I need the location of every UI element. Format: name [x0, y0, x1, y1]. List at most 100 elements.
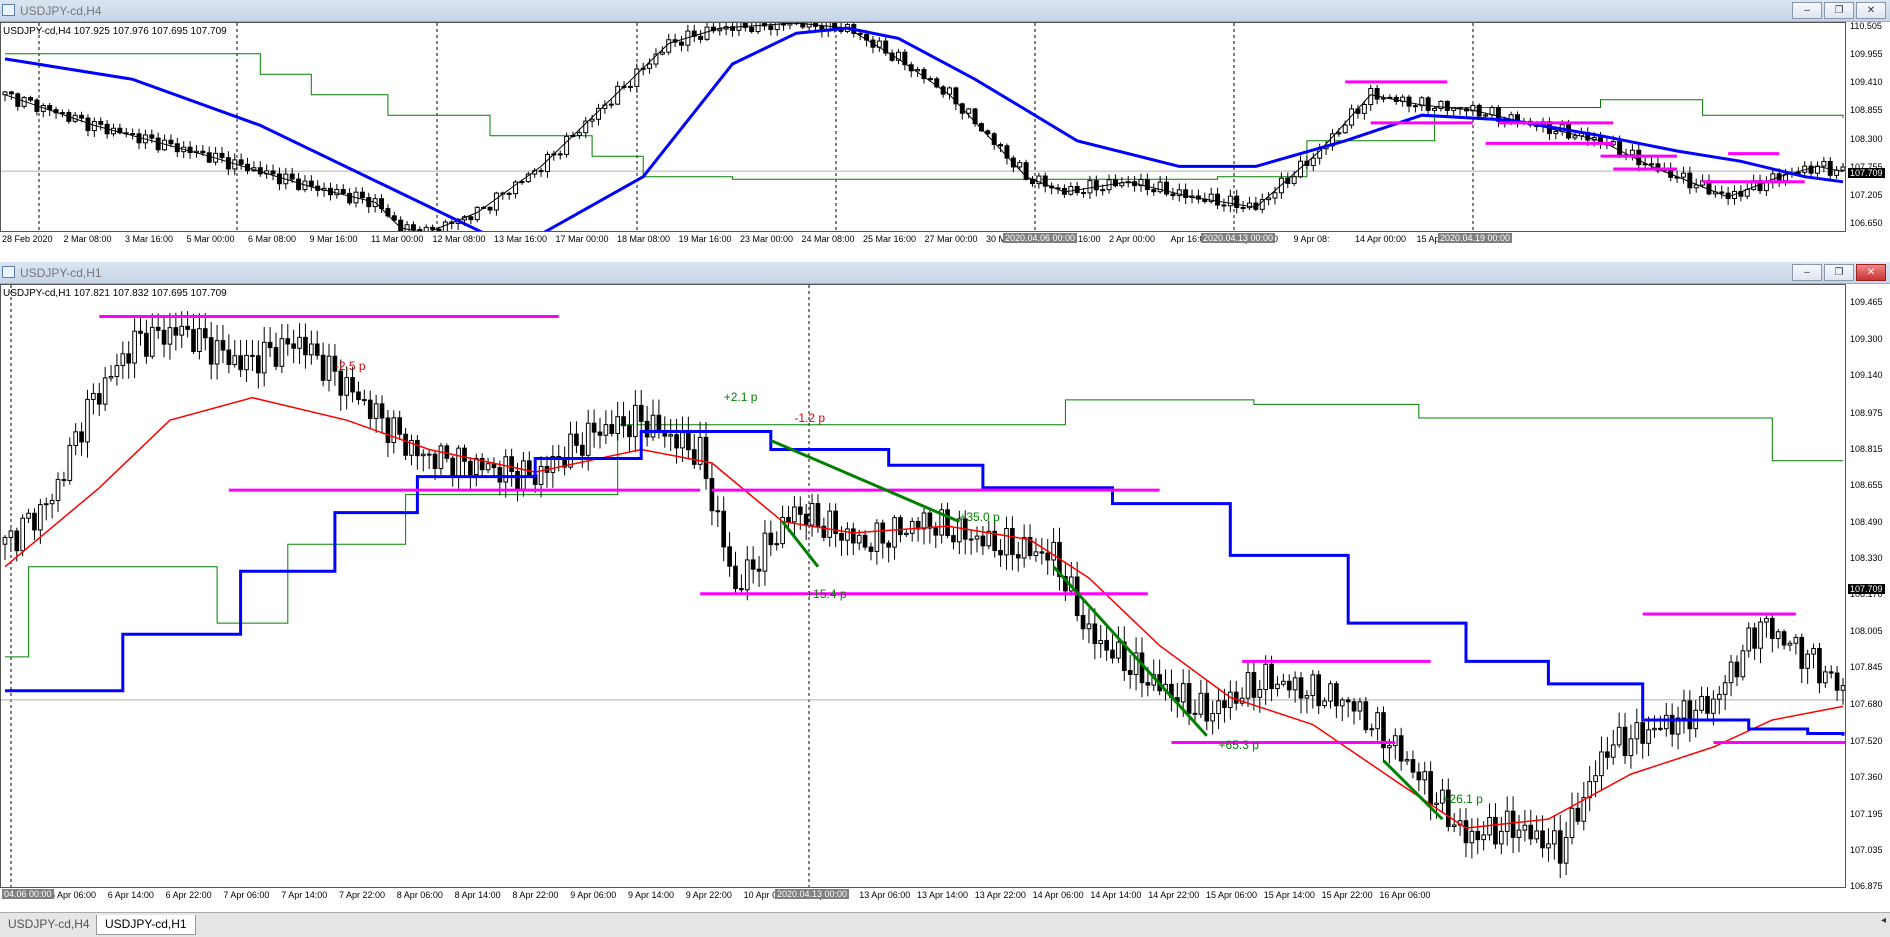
candle-body — [367, 399, 373, 420]
tabs-scroll-arrow[interactable]: ◂ — [1880, 915, 1886, 926]
price-tick-label: 107.680 — [1850, 699, 1883, 710]
candle-body — [1286, 680, 1292, 691]
time-tick-label: 15 Apr 06:00 — [1206, 890, 1258, 900]
close-button[interactable]: ✕ — [1856, 264, 1886, 281]
price-tick-label: 109.410 — [1850, 76, 1883, 87]
candle-body — [200, 150, 206, 154]
h4-time-axis[interactable]: 28 Feb 2020 2 Mar 08:00 3 Mar 16:00 5 Mar 0… — [0, 232, 1846, 248]
tab-h4[interactable]: USDJPY-cd,H4 — [8, 917, 90, 931]
h1-time-axis[interactable]: 6 Apr 06:00 6 Apr 14:00 6 Apr 22:00 7 Apr 0… — [0, 888, 1846, 904]
candle-body — [1291, 176, 1297, 184]
candle-body — [730, 26, 736, 31]
candle-body — [538, 170, 544, 173]
candle-body — [927, 78, 933, 81]
minimize-button[interactable]: – — [1792, 264, 1822, 281]
candle-body — [768, 25, 774, 30]
candle-body — [161, 329, 167, 345]
candle-body — [915, 69, 921, 72]
close-button[interactable]: ✕ — [1856, 2, 1886, 19]
h1-current-price: 107.709 — [1848, 584, 1885, 594]
candle-body — [1381, 97, 1386, 100]
candle-body — [1787, 642, 1793, 646]
candle-body — [815, 503, 821, 527]
candle-body — [1593, 775, 1598, 783]
candle-body — [334, 189, 340, 196]
candle-body — [1569, 807, 1575, 839]
candle-body — [340, 189, 346, 194]
candle-body — [206, 152, 212, 163]
candle-body — [1204, 692, 1210, 722]
minimize-button[interactable]: – — [1792, 2, 1822, 19]
candle-body — [1010, 527, 1015, 556]
candle-body — [26, 512, 31, 519]
restore-button[interactable]: ❐ — [1824, 264, 1854, 281]
candle-body — [579, 444, 585, 456]
candle-body — [615, 416, 620, 434]
candle-body — [833, 510, 838, 534]
candle-body — [403, 433, 408, 456]
candle-body — [1138, 179, 1144, 187]
candle-body — [1216, 700, 1221, 715]
candle-body — [261, 341, 267, 374]
candle-body — [1110, 649, 1115, 659]
candle-body — [391, 215, 397, 221]
h4-price-axis[interactable]: 110.505 109.955 109.410 108.855 108.300 107.7… — [1846, 20, 1890, 232]
time-tick-label: 17 Mar 00:00 — [555, 234, 609, 244]
candle-body — [279, 338, 285, 367]
candle-body — [585, 422, 591, 456]
candle-body — [1406, 96, 1412, 107]
candle-body — [423, 226, 429, 231]
h1-title-bar[interactable]: USDJPY-cd,H1 – ❐ ✕ — [0, 262, 1890, 284]
candle-body — [1840, 685, 1845, 691]
candle-body — [1425, 97, 1431, 111]
price-tick-label: 110.505 — [1850, 20, 1882, 31]
time-tick-label: 8 Apr 22:00 — [512, 890, 559, 900]
candle-body — [1528, 824, 1534, 840]
candle-body — [1398, 735, 1404, 762]
candle-body — [270, 170, 276, 175]
candle-body — [1434, 802, 1439, 806]
candle-body — [691, 449, 697, 465]
h4-plot-area[interactable]: USDJPY-cd,H4 107.925 107.976 107.695 107… — [0, 22, 1846, 232]
candle-body — [880, 522, 886, 544]
candle-body — [1281, 680, 1286, 685]
h4-title-bar[interactable]: USDJPY-cd,H4 – ❐ ✕ — [0, 0, 1890, 22]
time-tick-label: 19 Mar 16:00 — [678, 234, 732, 244]
candle-body — [1540, 830, 1545, 849]
candle-body — [1516, 829, 1522, 838]
candle-body — [945, 509, 950, 537]
time-tick-label: 9 Apr 22:00 — [685, 890, 732, 900]
candle-body — [733, 565, 738, 590]
candle-body — [1563, 837, 1569, 864]
candle-body — [244, 354, 249, 371]
candle-body — [1269, 663, 1274, 690]
candle-body — [1451, 824, 1457, 828]
candle-body — [557, 153, 563, 156]
candle-body — [633, 404, 638, 438]
candle-body — [939, 509, 944, 536]
candle-body — [273, 347, 279, 367]
tab-h1[interactable]: USDJPY-cd,H1 — [96, 915, 196, 935]
h1-plot-area[interactable]: USDJPY-cd,H1 107.821 107.832 107.695 107… — [0, 284, 1846, 888]
price-tick-label: 109.955 — [1850, 49, 1883, 60]
candle-body — [715, 510, 721, 513]
candle-body — [267, 341, 273, 349]
candle-body — [953, 87, 959, 105]
restore-button[interactable]: ❐ — [1824, 2, 1854, 19]
candle-body — [8, 530, 14, 538]
candle-body — [385, 208, 391, 217]
candle-body — [951, 535, 956, 543]
candle-body — [1675, 717, 1681, 735]
time-tick-label: 10 Apr 06:00 — [743, 890, 795, 900]
candle-body — [998, 549, 1003, 556]
candle-body — [1198, 692, 1204, 715]
candle-body — [538, 466, 544, 485]
candle-body — [296, 178, 302, 191]
time-tick-label: 14 Apr 06:00 — [1032, 890, 1084, 900]
candle-body — [991, 133, 997, 146]
candle-body — [1127, 670, 1133, 675]
candle-body — [96, 393, 102, 405]
candle-body — [1419, 97, 1425, 107]
candle-body — [1234, 195, 1240, 208]
candle-body — [1245, 672, 1251, 699]
